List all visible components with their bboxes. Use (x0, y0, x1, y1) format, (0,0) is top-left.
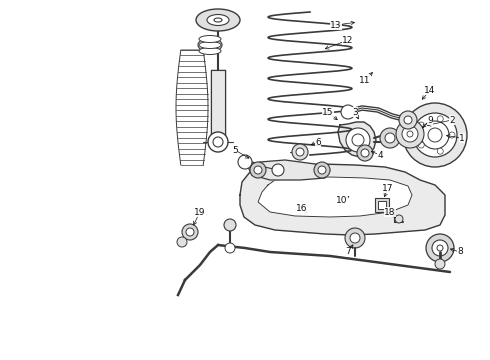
Text: 12: 12 (343, 36, 354, 45)
Text: 18: 18 (384, 207, 396, 216)
Circle shape (428, 128, 442, 142)
Circle shape (413, 113, 457, 157)
Circle shape (432, 240, 448, 256)
Circle shape (208, 132, 228, 152)
Circle shape (352, 134, 364, 146)
Circle shape (177, 237, 187, 247)
Circle shape (292, 144, 308, 160)
Text: 17: 17 (382, 184, 394, 193)
Ellipse shape (207, 14, 229, 26)
Circle shape (437, 245, 443, 251)
Circle shape (396, 120, 424, 148)
Circle shape (399, 111, 417, 129)
Circle shape (404, 116, 412, 124)
Circle shape (449, 132, 455, 138)
Text: 9: 9 (427, 116, 433, 125)
Circle shape (186, 228, 194, 236)
Text: 14: 14 (424, 86, 436, 95)
Text: 15: 15 (322, 108, 334, 117)
Circle shape (296, 148, 304, 156)
Circle shape (350, 233, 360, 243)
Text: 7: 7 (345, 248, 351, 256)
Circle shape (345, 228, 365, 248)
Circle shape (314, 162, 330, 178)
Circle shape (426, 234, 454, 262)
Circle shape (238, 155, 252, 169)
Circle shape (395, 215, 403, 223)
Text: 11: 11 (359, 76, 371, 85)
Circle shape (435, 259, 445, 269)
Circle shape (341, 105, 355, 119)
Circle shape (361, 149, 369, 157)
Text: 3: 3 (352, 108, 358, 117)
Circle shape (182, 224, 198, 240)
Circle shape (254, 166, 262, 174)
Circle shape (418, 142, 424, 148)
Ellipse shape (196, 9, 240, 31)
Circle shape (318, 166, 326, 174)
Text: 2: 2 (449, 116, 455, 125)
Circle shape (213, 137, 223, 147)
Circle shape (225, 243, 235, 253)
Circle shape (403, 103, 467, 167)
Polygon shape (258, 177, 412, 217)
Ellipse shape (199, 48, 221, 54)
Text: 19: 19 (194, 207, 206, 216)
Circle shape (402, 126, 418, 142)
Ellipse shape (214, 18, 222, 22)
Circle shape (250, 162, 266, 178)
Circle shape (272, 164, 284, 176)
Text: 5: 5 (232, 145, 238, 154)
Circle shape (437, 148, 443, 154)
Polygon shape (248, 160, 330, 180)
Polygon shape (240, 164, 445, 235)
Circle shape (418, 122, 424, 128)
Text: 8: 8 (457, 248, 463, 256)
Text: 16: 16 (296, 203, 308, 212)
Text: 6: 6 (315, 138, 321, 147)
Circle shape (346, 128, 370, 152)
Polygon shape (338, 122, 376, 157)
Circle shape (407, 131, 413, 137)
Text: 1: 1 (459, 134, 465, 143)
Circle shape (385, 133, 395, 143)
Ellipse shape (202, 40, 218, 50)
Ellipse shape (198, 38, 222, 52)
Text: 4: 4 (377, 150, 383, 159)
Ellipse shape (199, 41, 221, 49)
Text: 13: 13 (330, 21, 342, 30)
Circle shape (380, 128, 400, 148)
Circle shape (224, 219, 236, 231)
Bar (378, 201, 386, 209)
Circle shape (357, 145, 373, 161)
Circle shape (437, 116, 443, 122)
Bar (211, 70, 225, 140)
Polygon shape (176, 50, 208, 165)
Circle shape (421, 121, 449, 149)
Text: 10: 10 (336, 195, 348, 204)
Bar (375, 198, 389, 212)
Ellipse shape (199, 36, 221, 42)
